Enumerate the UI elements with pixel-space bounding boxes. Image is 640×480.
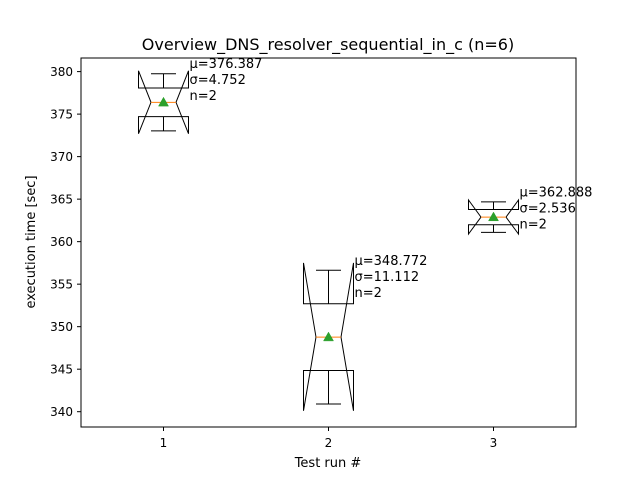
- x-tick-label: 1: [160, 436, 168, 450]
- mean-marker: [323, 331, 334, 342]
- stats-annotation-line: n=2: [190, 89, 217, 104]
- stats-annotation-line: n=2: [355, 286, 382, 301]
- stats-annotation-line: σ=2.536: [520, 201, 576, 216]
- x-axis-label: Test run #: [294, 456, 362, 471]
- plot-area: μ=376.387σ=4.752n=2μ=348.772σ=11.112n=2μ…: [138, 57, 593, 411]
- y-tick-label: 365: [50, 193, 73, 207]
- y-tick-label: 350: [50, 320, 73, 334]
- y-tick-label: 380: [50, 65, 73, 79]
- mean-marker: [158, 96, 169, 107]
- stats-annotation-line: μ=376.387: [190, 57, 263, 72]
- x-tick-label: 2: [325, 436, 333, 450]
- y-tick-label: 360: [50, 235, 73, 249]
- y-axis-label: execution time [sec]: [24, 175, 39, 308]
- notched-box: [303, 262, 354, 411]
- y-tick-label: 340: [50, 405, 73, 419]
- notched-box: [138, 70, 189, 134]
- x-tick-label: 3: [490, 436, 498, 450]
- stats-annotation-line: μ=362.888: [520, 185, 593, 200]
- stats-annotation-line: n=2: [520, 217, 547, 232]
- stats-annotation-line: σ=11.112: [355, 270, 420, 285]
- chart-title: Overview_DNS_resolver_sequential_in_c (n…: [142, 35, 514, 55]
- stats-annotation-line: σ=4.752: [190, 73, 246, 88]
- x-axis: 1 2 3: [160, 427, 498, 450]
- y-axis: 340 345 350 355 360 365 370 375 380: [50, 65, 81, 419]
- y-tick-label: 345: [50, 363, 73, 377]
- mean-marker: [488, 211, 499, 222]
- y-tick-label: 355: [50, 278, 73, 292]
- notched-box: [468, 198, 519, 236]
- stats-annotation-line: μ=348.772: [355, 254, 428, 269]
- y-tick-label: 375: [50, 108, 73, 122]
- y-tick-label: 370: [50, 150, 73, 164]
